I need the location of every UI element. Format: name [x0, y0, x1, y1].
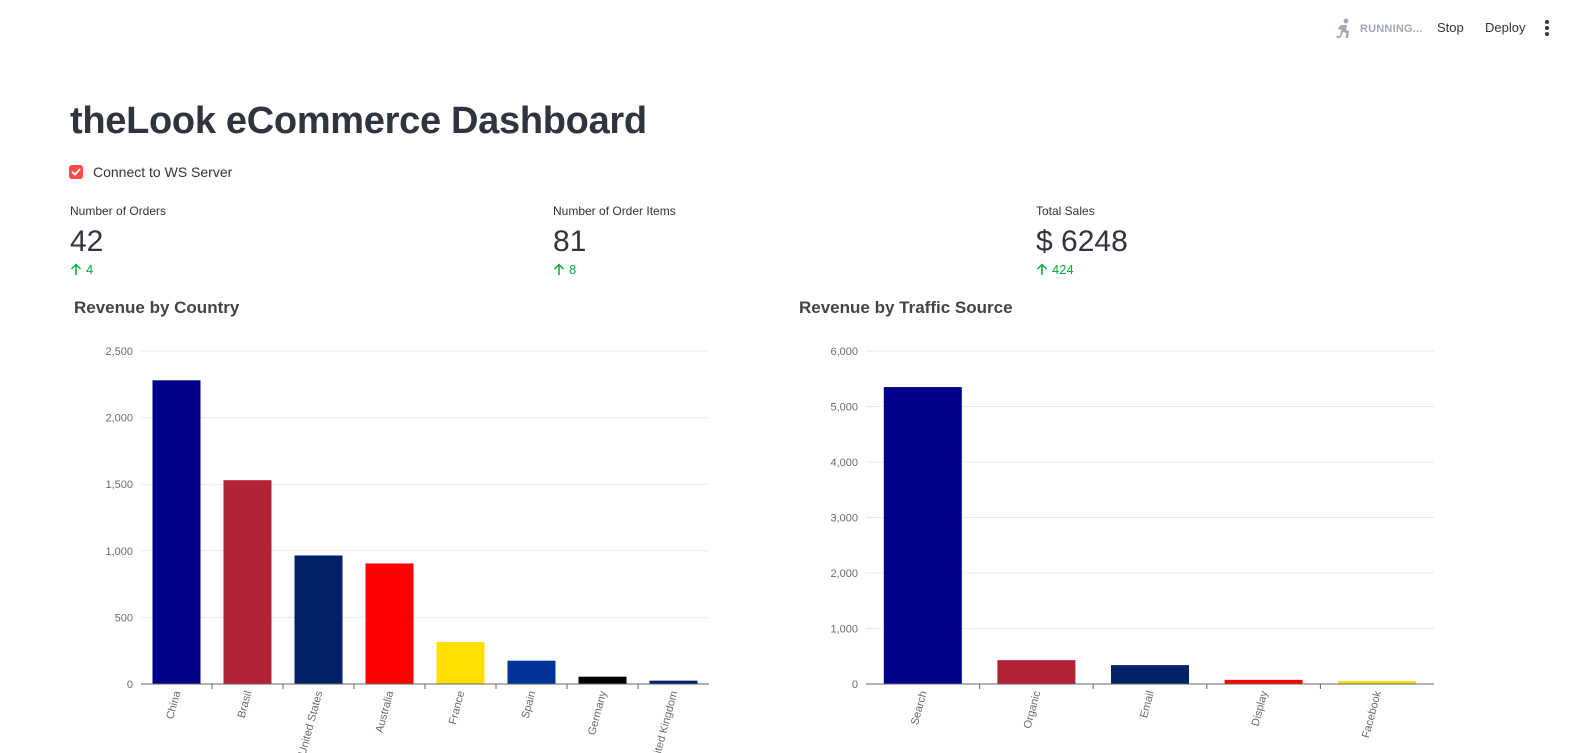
x-tick-label: Brasil [236, 690, 255, 720]
y-tick-label: 1,500 [105, 479, 133, 491]
y-tick-label: 500 [115, 612, 133, 624]
x-tick-label: Australia [374, 689, 397, 734]
metric-label: Number of Orders [70, 204, 167, 218]
bar-china[interactable] [152, 380, 201, 684]
y-tick-label: 1,000 [105, 546, 133, 558]
chart-title-traffic: Revenue by Traffic Source [799, 298, 1013, 317]
metric-delta-value: 424 [1052, 262, 1074, 277]
metric-delta: 4 [70, 262, 166, 277]
metric-value: 81 [553, 225, 587, 258]
x-tick-label: Spain [520, 690, 539, 720]
arrow-up-icon [1036, 263, 1048, 275]
y-tick-label: 0 [127, 679, 133, 691]
chart-title-country: Revenue by Country [74, 298, 240, 317]
running-man-icon [1336, 18, 1349, 39]
metric-label: Number of Order Items [553, 204, 676, 218]
x-tick-label: United States [297, 689, 326, 753]
checkmark-icon [71, 168, 81, 176]
bar-united-states[interactable] [294, 555, 343, 684]
metric-order-items: Number of Order Items 81 8 [553, 204, 676, 277]
y-tick-label: 2,000 [105, 413, 133, 425]
x-tick-label: United Kingdom [649, 690, 681, 753]
metric-delta: 424 [1036, 262, 1128, 277]
x-tick-label: Germany [586, 689, 609, 736]
arrow-up-icon [70, 263, 82, 275]
metric-orders: Number of Orders 42 4 [70, 204, 166, 277]
ws-connect-checkbox[interactable] [69, 165, 83, 179]
x-tick-label: France [447, 690, 467, 726]
y-tick-label: 2,500 [105, 346, 133, 358]
running-label: RUNNING... [1360, 23, 1423, 35]
bar-germany[interactable] [578, 676, 627, 684]
more-menu-icon[interactable] [1541, 20, 1553, 38]
metric-label: Total Sales [1036, 204, 1095, 218]
bar-france[interactable] [436, 642, 485, 684]
top-toolbar: RUNNING... Stop Deploy [0, 0, 1573, 58]
x-tick-label: China [164, 689, 183, 721]
bar-spain[interactable] [507, 660, 556, 684]
metric-total-sales: Total Sales $ 6248 424 [1036, 204, 1128, 277]
bar-australia[interactable] [365, 563, 414, 684]
metric-value: $ 6248 [1036, 225, 1128, 258]
metric-delta: 8 [553, 262, 676, 277]
running-status: RUNNING... [1334, 18, 1423, 40]
bar-brasil[interactable] [223, 480, 272, 684]
deploy-button[interactable]: Deploy [1485, 20, 1526, 35]
ws-connect-label: Connect to WS Server [93, 164, 233, 180]
arrow-up-icon [553, 263, 565, 275]
metric-delta-value: 8 [569, 262, 577, 277]
metric-value: 42 [70, 225, 104, 258]
bar-united-kingdom[interactable] [649, 680, 698, 684]
page-title: theLook eCommerce Dashboard [70, 100, 647, 142]
metric-delta-value: 4 [86, 262, 94, 277]
ws-connect-checkbox-row[interactable]: Connect to WS Server [69, 164, 232, 180]
stop-button[interactable]: Stop [1437, 20, 1464, 35]
